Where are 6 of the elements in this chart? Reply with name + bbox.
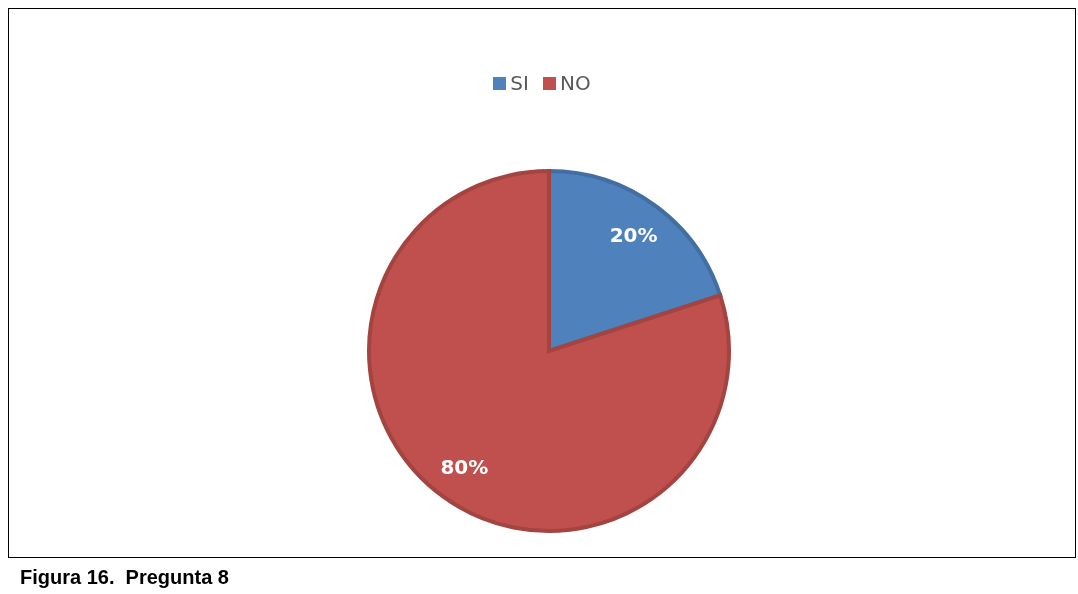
- legend-label: SI: [509, 71, 529, 95]
- legend-label: NO: [558, 71, 591, 95]
- data-label: 20%: [609, 222, 658, 247]
- pie-slice: [367, 169, 731, 533]
- data-label: 80%: [440, 455, 489, 480]
- text: Figura 16. Pregunta 8: [20, 566, 229, 589]
